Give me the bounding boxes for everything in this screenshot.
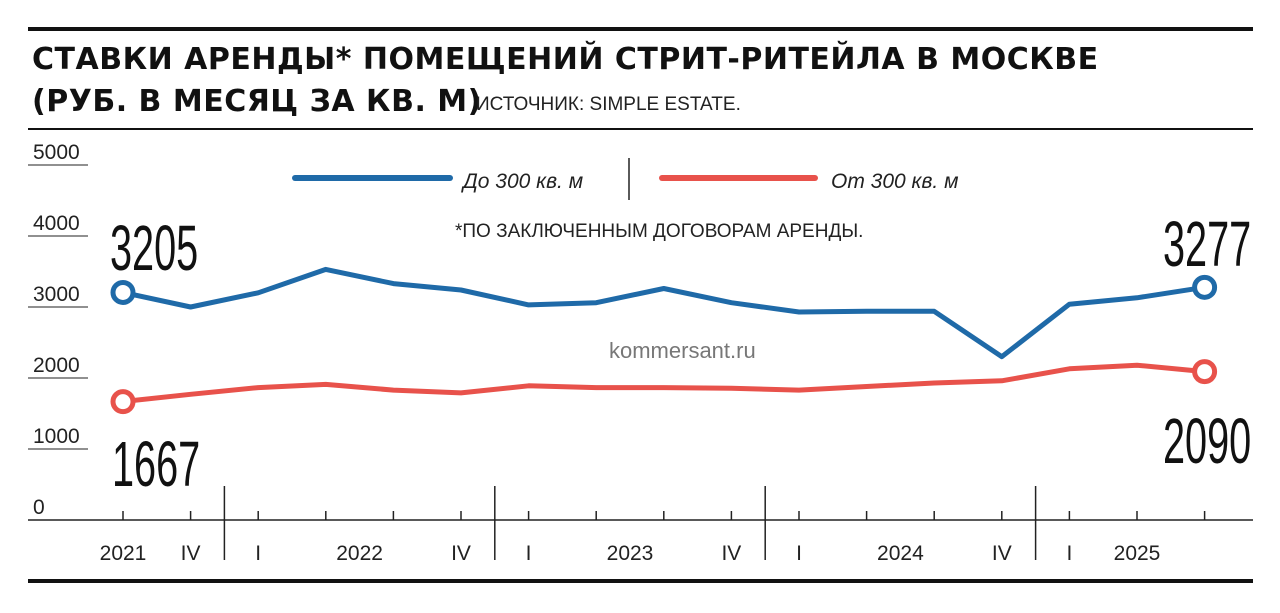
chart-source: ИСТОЧНИК: SIMPLE ESTATE. <box>476 94 741 115</box>
legend-label-small: До 300 кв. м <box>461 170 583 193</box>
label-small-first: 3205 <box>110 214 198 285</box>
footnote: *ПО ЗАКЛЮЧЕННЫМ ДОГОВОРАМ АРЕНДЫ. <box>455 221 863 242</box>
series-group <box>110 266 1218 415</box>
x-tick-label: 2024 <box>877 542 924 565</box>
series-endpoint-1 <box>110 389 136 415</box>
x-tick-label: I <box>796 542 802 565</box>
x-tick-label: IV <box>721 542 741 565</box>
x-tick-label: IV <box>451 542 471 565</box>
y-tick-label: 2000 <box>33 354 80 377</box>
x-tick-label: IV <box>181 542 201 565</box>
series-endpoint-0 <box>1192 274 1218 300</box>
bottom-rule <box>28 579 1253 583</box>
label-large-last: 2090 <box>1163 407 1251 478</box>
label-large-first: 1667 <box>112 430 200 501</box>
x-tick-label: I <box>526 542 532 565</box>
series-line-1 <box>120 362 1208 405</box>
y-tick-label: 5000 <box>33 141 80 164</box>
y-tick-label: 4000 <box>33 212 80 235</box>
x-tick-label: 2022 <box>336 542 383 565</box>
x-tick-label: 2023 <box>607 542 654 565</box>
x-tick-label: I <box>1066 542 1072 565</box>
x-tick-label: I <box>255 542 261 565</box>
y-tick-label: 1000 <box>33 425 80 448</box>
series-endpoint-1 <box>1192 359 1218 385</box>
x-axis: 2021 IV I 2022 IV I 2023 IV I 2024 IV I 2025 <box>28 486 1253 565</box>
header-rule <box>28 128 1253 130</box>
legend-label-large: От 300 кв. м <box>831 170 958 193</box>
series-endpoint-0 <box>110 279 136 305</box>
x-tick-label: 2025 <box>1114 542 1161 565</box>
legend: До 300 кв. м От 300 кв. м <box>292 158 958 200</box>
chart-title: СТАВКИ АРЕНДЫ* ПОМЕЩЕНИЙ СТРИТ-РИТЕЙЛА В… <box>32 42 1099 77</box>
y-tick-label: 0 <box>33 496 45 519</box>
top-rule <box>28 27 1253 31</box>
watermark: kommersant.ru <box>609 338 756 363</box>
x-tick-label: 2021 <box>100 542 147 565</box>
y-axis: 0 1000 2000 3000 4000 5000 <box>28 141 88 519</box>
label-small-last: 3277 <box>1163 210 1251 281</box>
series-line-0 <box>120 266 1208 360</box>
chart-subtitle: (РУБ. В МЕСЯЦ ЗА КВ. М) <box>32 84 482 119</box>
y-tick-label: 3000 <box>33 283 80 306</box>
x-tick-label: IV <box>992 542 1012 565</box>
